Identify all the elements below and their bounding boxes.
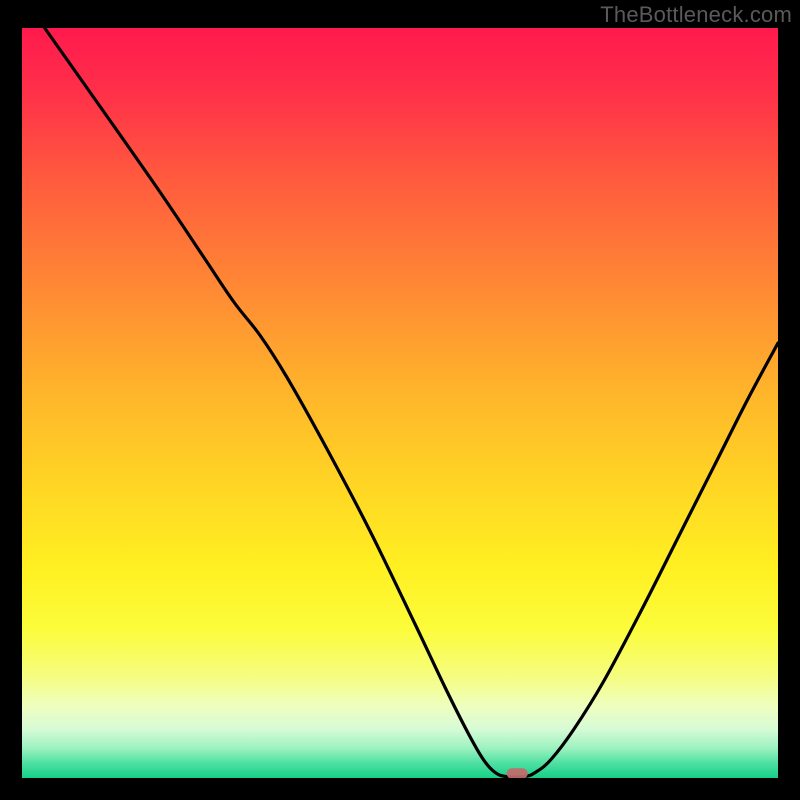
plot-area: [22, 28, 778, 778]
bottleneck-curve: [45, 28, 778, 777]
curve-layer: [22, 28, 778, 778]
chart-root: TheBottleneck.com: [0, 0, 800, 800]
optimum-marker: [507, 768, 528, 778]
watermark-text: TheBottleneck.com: [600, 2, 792, 28]
